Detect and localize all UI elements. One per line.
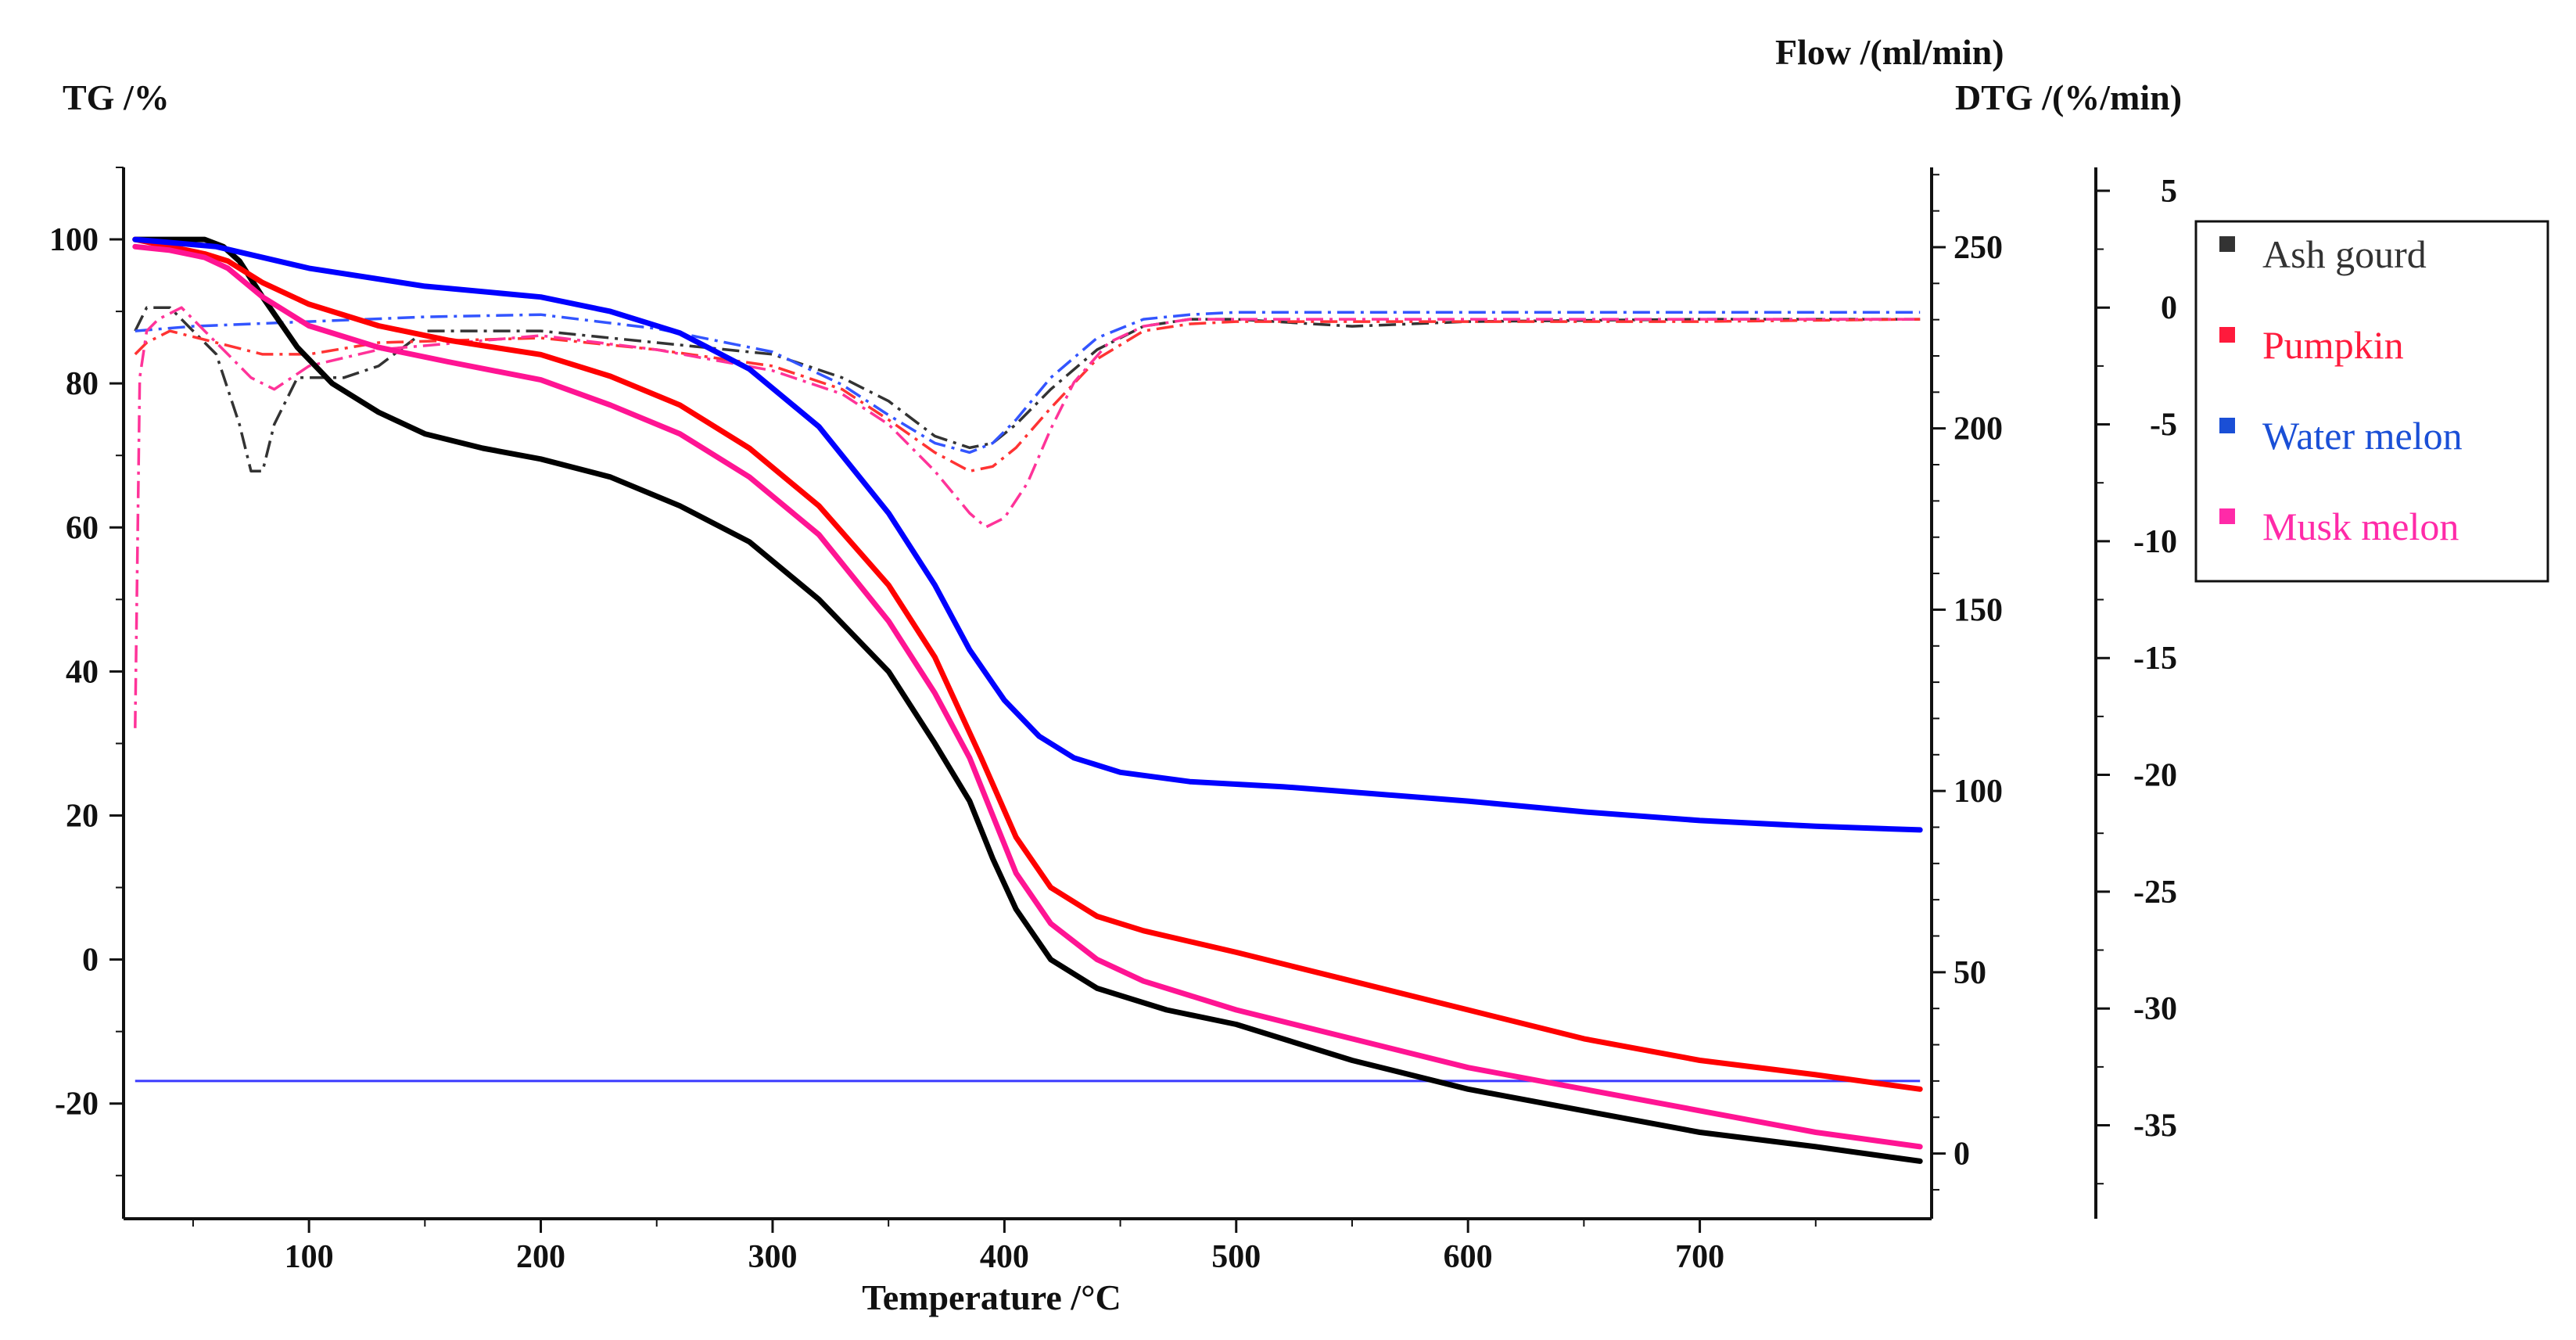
tg-tick-label: 60 [66,510,99,546]
legend-label-water-melon: Water melon [2262,414,2463,458]
dtg-tick-label: -15 [2133,641,2177,677]
tg-tick-label: 0 [82,943,99,979]
tg-line-water-melon [132,236,1923,833]
legend: Ash gourd Pumpkin Water melon Musk melon [2194,220,2549,583]
dtg-tick-label: 5 [2161,174,2177,210]
tg-tick-label: 100 [49,222,99,258]
legend-item-ash-gourd: Ash gourd [2219,232,2427,276]
legend-label-ash-gourd: Ash gourd [2262,232,2427,276]
tg-axis-title: TG /% [63,77,170,117]
legend-label-musk-melon: Musk melon [2262,505,2459,548]
axes [122,167,2097,1220]
dtg-tick-label: 0 [2161,290,2177,326]
legend-item-pumpkin: Pumpkin [2219,323,2404,367]
tg-tick-label: 20 [66,798,99,834]
flow-tick-label: 100 [1954,774,2003,810]
legend-swatch-ash-gourd [2219,236,2235,252]
x-tick-label: 400 [980,1239,1029,1275]
legend-label-pumpkin: Pumpkin [2262,323,2404,367]
legend-swatch-pumpkin [2219,327,2235,343]
x-axis-title: Temperature /°C [862,1277,1121,1317]
flow-axis-title: Flow /(ml/min) [1775,32,2004,72]
tick-group: 100 200 300 400 500 600 700100806040200-202502… [49,167,2177,1275]
dtg-tick-label: -10 [2133,524,2177,560]
tg-tick-label: 40 [66,654,99,690]
legend-swatch-musk-melon [2219,508,2235,524]
tg-tick-label: -20 [55,1087,99,1123]
x-tick-label: 200 [516,1239,565,1275]
dtg-series-group [134,306,1921,728]
dtg-line-musk-melon [134,306,1921,728]
x-tick-label: 700 [1675,1239,1724,1275]
flow-tick-label: 250 [1954,230,2003,266]
tg-line-ash-gourd [132,236,1923,1164]
tg-line-musk-melon [132,243,1923,1150]
x-tick-label: 600 [1444,1239,1493,1275]
legend-item-musk-melon: Musk melon [2219,505,2459,548]
dtg-tick-label: -35 [2133,1108,2177,1144]
dtg-line-pumpkin [134,318,1921,473]
dtg-tick-label: -5 [2150,408,2177,444]
flow-tick-label: 150 [1954,592,2003,628]
x-tick-label: 300 [748,1239,797,1275]
dtg-tick-label: -30 [2133,991,2177,1027]
tg-tick-label: 80 [66,366,99,402]
legend-swatch-water-melon [2219,418,2235,433]
dtg-tick-label: -20 [2133,758,2177,794]
tg-line-pumpkin [132,236,1923,1092]
legend-item-water-melon: Water melon [2219,414,2463,458]
x-tick-label: 100 [285,1239,334,1275]
dtg-axis-title: DTG /(%/min) [1955,77,2182,117]
x-tick-label: 500 [1211,1239,1261,1275]
flow-tick-label: 200 [1954,411,2003,447]
dtg-line-water-melon [135,311,1921,454]
flow-tick-label: 0 [1954,1137,1970,1173]
tg-series-group [132,236,1923,1164]
dtg-tick-label: -25 [2133,875,2177,911]
flow-tick-label: 50 [1954,955,1986,991]
legend-box [2194,220,2549,583]
